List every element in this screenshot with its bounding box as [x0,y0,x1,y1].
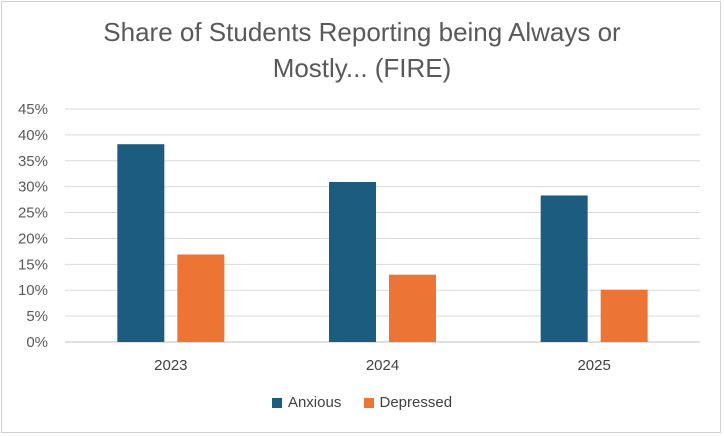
legend-swatch-anxious [271,397,282,408]
chart-title-line-2: Mostly... (FIRE) [272,53,452,83]
chart-legend: Anxious Depressed [0,394,724,412]
y-tick-label: 20% [18,230,48,247]
x-tick-label: 2024 [366,357,399,374]
legend-item-depressed: Depressed [363,394,453,411]
x-tick-label: 2023 [154,357,187,374]
y-tick-label: 45% [18,101,48,118]
bar-depressed-2025 [600,289,648,342]
chart-title-line-1: Share of Students Reporting being Always… [103,17,621,47]
bar-anxious-2024 [329,182,376,342]
legend-label-depressed: Depressed [379,394,453,411]
bar-anxious-2023 [117,144,165,342]
legend-label-anxious: Anxious [287,394,342,411]
chart-title: Share of Students Reporting being Always… [0,14,724,86]
y-tick-label: 25% [18,205,48,222]
y-tick-label: 10% [18,282,48,299]
bar-depressed-2023 [177,254,225,342]
legend-item-anxious: Anxious [271,394,342,411]
x-tick-label: 2025 [577,357,610,374]
bar-depressed-2024 [389,274,436,342]
y-tick-label: 15% [18,256,48,273]
y-tick-label: 35% [18,153,48,170]
y-tick-label: 30% [18,179,48,196]
y-tick-label: 40% [18,127,48,144]
legend-swatch-depressed [363,397,374,408]
y-tick-label: 5% [26,308,48,325]
bar-anxious-2025 [540,195,588,342]
y-tick-label: 0% [26,334,48,351]
